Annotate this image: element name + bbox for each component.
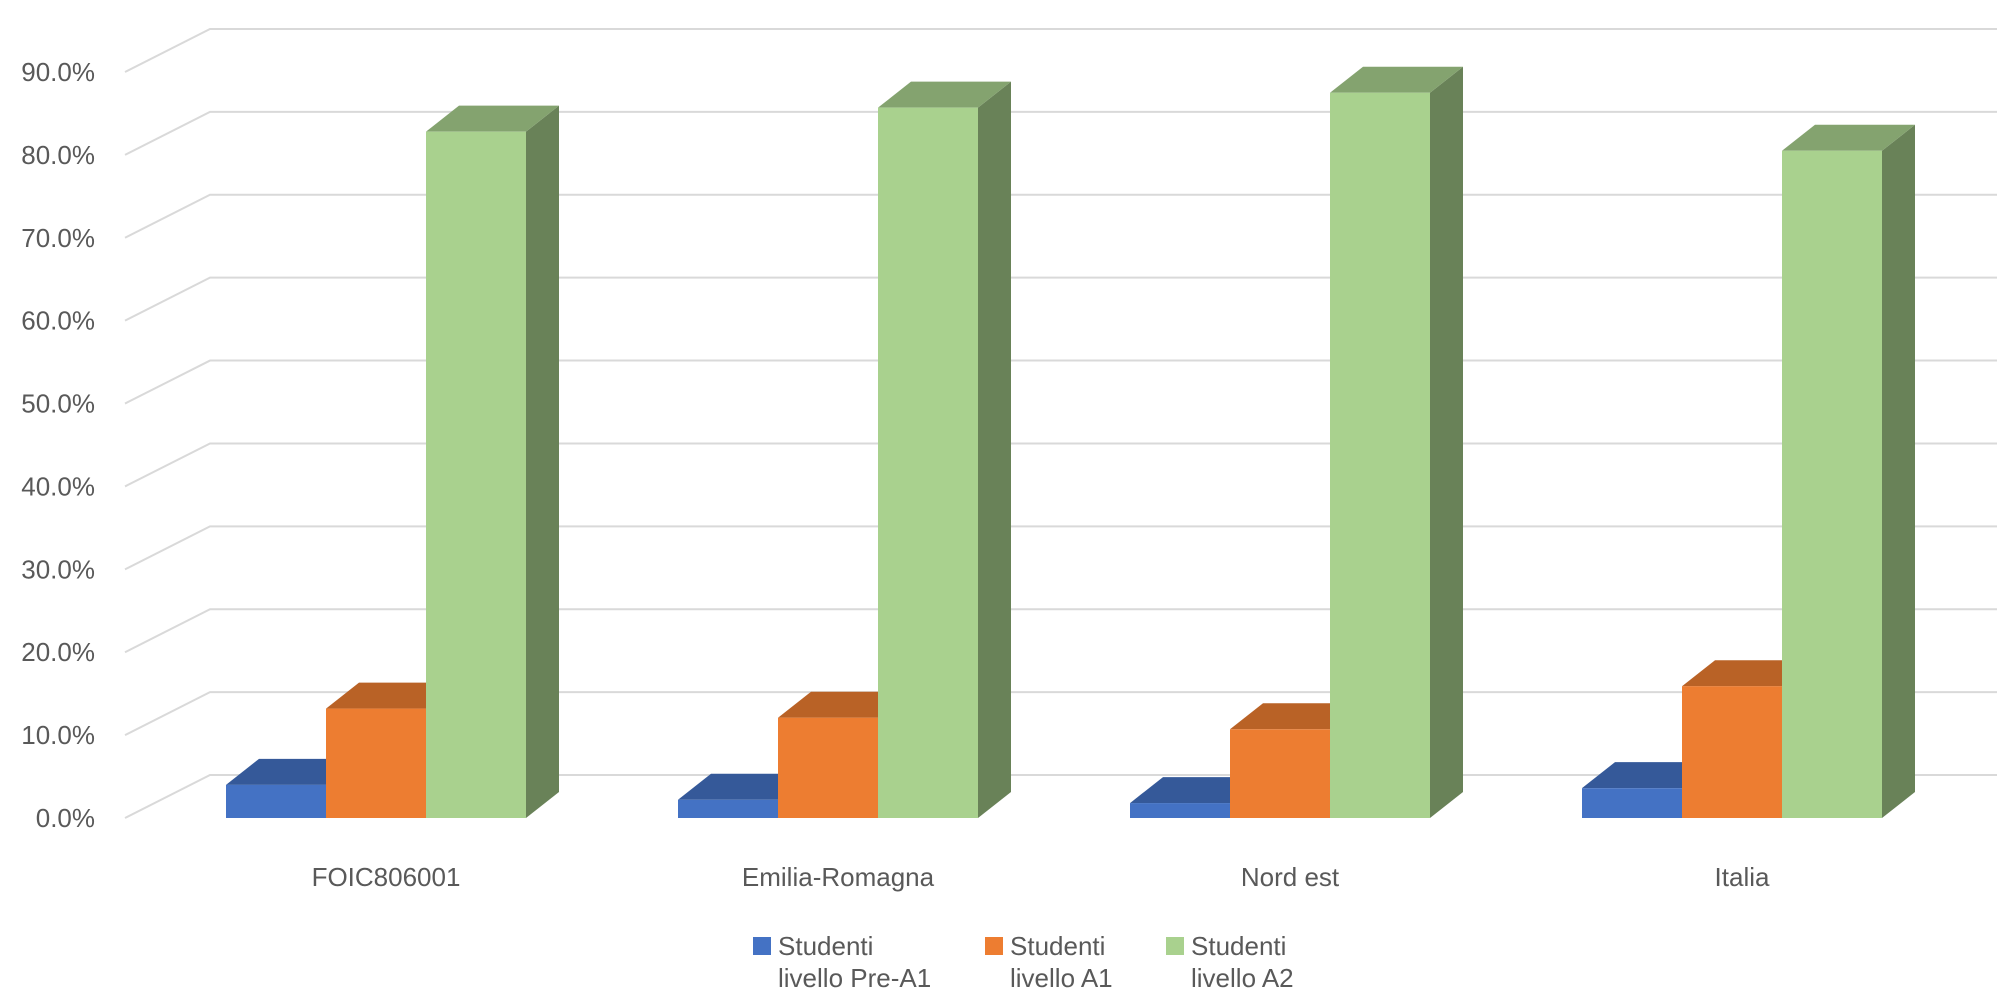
bar-top xyxy=(1782,124,1915,151)
gridlines xyxy=(124,28,1997,819)
bar-top xyxy=(778,691,911,718)
bar-front xyxy=(778,717,878,818)
bar-side xyxy=(1882,124,1915,818)
legend-label: Studenti livello A1 xyxy=(1010,931,1113,993)
bar-3-3 xyxy=(1330,66,1463,818)
legend-swatch xyxy=(753,937,771,955)
x-category-label: Emilia-Romagna xyxy=(742,862,935,892)
bar-side xyxy=(1430,66,1463,818)
gridline xyxy=(124,359,1997,405)
bar-top xyxy=(1682,660,1815,687)
bar-top xyxy=(326,682,459,709)
bar-3-1 xyxy=(426,105,559,819)
x-axis-categories: FOIC806001 Emilia-Romagna Nord est Italia xyxy=(312,862,1770,892)
legend-swatch xyxy=(985,937,1003,955)
y-tick-label: 50.0% xyxy=(21,389,95,419)
bar-front xyxy=(1130,803,1230,818)
gridline xyxy=(124,28,1997,73)
legend: Studenti livello Pre-A1 Studenti livello A1… xyxy=(753,931,1294,993)
legend-item: Studenti livello Pre-A1 xyxy=(753,931,931,993)
bar-side xyxy=(526,105,559,819)
y-tick-label: 20.0% xyxy=(21,637,95,667)
y-tick-label: 30.0% xyxy=(21,554,95,584)
bar-top xyxy=(1230,703,1363,730)
bar-top xyxy=(426,105,559,132)
bar-top xyxy=(1582,762,1715,789)
bar-side xyxy=(978,81,1011,819)
bar-top xyxy=(678,773,811,800)
bar-front xyxy=(426,131,526,818)
y-tick-label: 10.0% xyxy=(21,720,95,750)
gridline xyxy=(124,525,1997,571)
y-tick-label: 0.0% xyxy=(36,803,95,833)
bar-top xyxy=(878,81,1011,108)
y-axis-ticks: 0.0% 10.0% 20.0% 30.0% 40.0% 50.0% 60.0% 70.0% 8… xyxy=(21,57,95,833)
bar-3-4 xyxy=(1782,124,1915,818)
bar-front xyxy=(1782,150,1882,818)
bar-front xyxy=(878,107,978,819)
bar-top xyxy=(1130,777,1263,804)
bar-front xyxy=(1582,788,1682,818)
bar-3-2 xyxy=(878,81,1011,819)
bar-front xyxy=(326,708,426,818)
bar-front xyxy=(1330,92,1430,818)
legend-swatch xyxy=(1166,937,1184,955)
x-category-label: Nord est xyxy=(1241,862,1340,892)
gridline xyxy=(124,110,1997,156)
bar-front xyxy=(1230,729,1330,818)
bars xyxy=(226,66,1915,819)
y-tick-label: 60.0% xyxy=(21,306,95,336)
legend-label: Studenti livello A2 xyxy=(1191,931,1294,993)
bar-top xyxy=(226,758,359,785)
gridline xyxy=(124,193,1997,239)
legend-item: Studenti livello A1 xyxy=(985,931,1113,993)
legend-item: Studenti livello A2 xyxy=(1166,931,1294,993)
legend-label: Studenti livello Pre-A1 xyxy=(778,931,931,993)
x-category-label: Italia xyxy=(1715,862,1770,892)
gridline xyxy=(124,608,1997,654)
y-tick-label: 70.0% xyxy=(21,223,95,253)
y-tick-label: 90.0% xyxy=(21,57,95,87)
bar-front xyxy=(678,799,778,818)
gridline xyxy=(124,276,1997,322)
x-category-label: FOIC806001 xyxy=(312,862,461,892)
y-tick-label: 80.0% xyxy=(21,140,95,170)
bar-front xyxy=(1682,686,1782,818)
bar-top xyxy=(1330,66,1463,93)
y-tick-label: 40.0% xyxy=(21,471,95,501)
bar-front xyxy=(226,784,326,818)
gridline xyxy=(124,442,1997,488)
